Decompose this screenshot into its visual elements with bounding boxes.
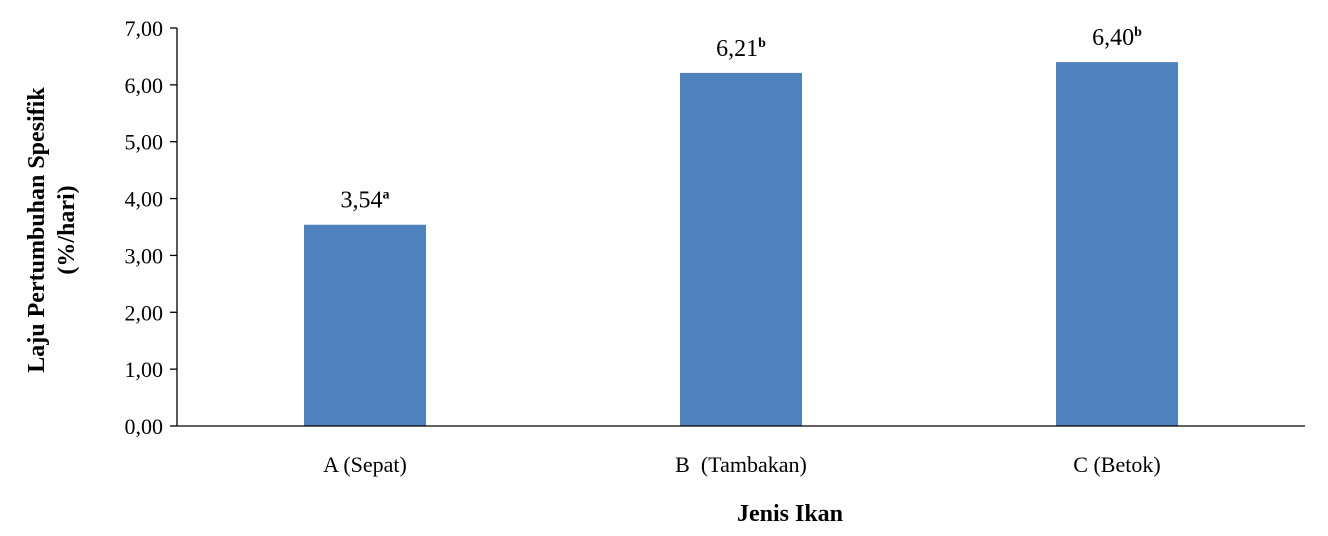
y-tick-label: 0,00 xyxy=(125,414,164,439)
y-tick-label: 4,00 xyxy=(125,187,164,212)
data-label: 6,40b xyxy=(1092,25,1142,51)
data-label: 3,54a xyxy=(341,188,390,214)
x-category-label: C (Betok) xyxy=(1073,452,1160,477)
bar xyxy=(680,72,802,426)
data-label-superscript: b xyxy=(1134,25,1142,40)
x-category-label: A (Sepat) xyxy=(323,452,407,477)
y-axis-ticks: 0,00 1,00 2,00 3,00 4,00 5,00 6,00 7,00 xyxy=(125,16,177,439)
data-label: 6,21b xyxy=(716,36,766,62)
y-tick-label: 3,00 xyxy=(125,243,164,268)
y-tick-label: 7,00 xyxy=(125,16,164,41)
y-tick-label: 6,00 xyxy=(125,73,164,98)
data-label-superscript: b xyxy=(758,36,766,51)
bar xyxy=(1056,62,1178,426)
bars xyxy=(304,62,1178,426)
y-axis-title: Laju Pertumbuhan Spesifik (%/hari) xyxy=(24,87,80,373)
x-axis-categories: A (Sepat) B (Tambakan) C (Betok) xyxy=(323,452,1161,477)
y-tick-label: 1,00 xyxy=(125,357,164,382)
y-tick-label: 2,00 xyxy=(125,300,164,325)
data-label-superscript: a xyxy=(383,188,390,203)
data-labels: 3,54a 6,21b 6,40b xyxy=(341,25,1143,214)
y-axis-title-line-2: (%/hari) xyxy=(54,185,80,274)
x-axis-title: Jenis Ikan xyxy=(737,501,843,527)
bar xyxy=(304,224,426,426)
y-axis-title-line-1: Laju Pertumbuhan Spesifik xyxy=(24,87,50,373)
y-tick-label: 5,00 xyxy=(125,130,164,155)
x-category-label: B (Tambakan) xyxy=(675,452,807,477)
